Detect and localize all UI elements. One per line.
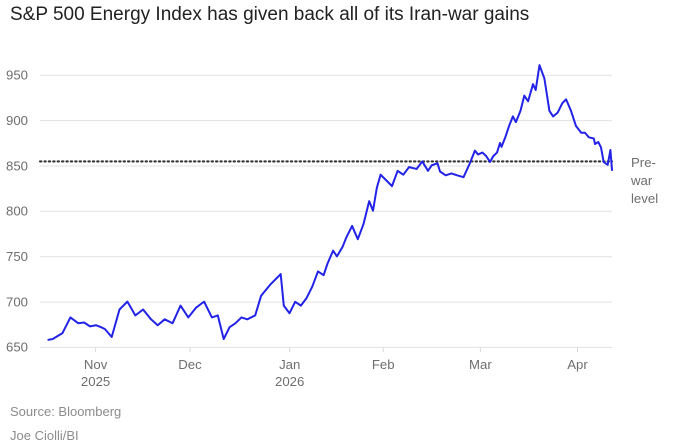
svg-text:Apr: Apr bbox=[567, 357, 588, 372]
svg-text:Jan: Jan bbox=[279, 357, 300, 372]
svg-text:850: 850 bbox=[6, 158, 28, 173]
svg-text:2026: 2026 bbox=[275, 374, 304, 389]
svg-text:Mar: Mar bbox=[469, 357, 492, 372]
svg-text:2025: 2025 bbox=[81, 374, 110, 389]
svg-text:war: war bbox=[630, 173, 653, 188]
svg-text:800: 800 bbox=[6, 204, 28, 219]
svg-text:700: 700 bbox=[6, 294, 28, 309]
svg-text:Feb: Feb bbox=[372, 357, 395, 372]
svg-text:950: 950 bbox=[6, 68, 28, 83]
svg-text:650: 650 bbox=[6, 340, 28, 355]
svg-text:750: 750 bbox=[6, 249, 28, 264]
svg-text:Pre-: Pre- bbox=[631, 155, 656, 170]
svg-text:Dec: Dec bbox=[178, 357, 202, 372]
svg-text:900: 900 bbox=[6, 113, 28, 128]
svg-text:Nov: Nov bbox=[84, 357, 108, 372]
svg-text:level: level bbox=[631, 191, 658, 206]
